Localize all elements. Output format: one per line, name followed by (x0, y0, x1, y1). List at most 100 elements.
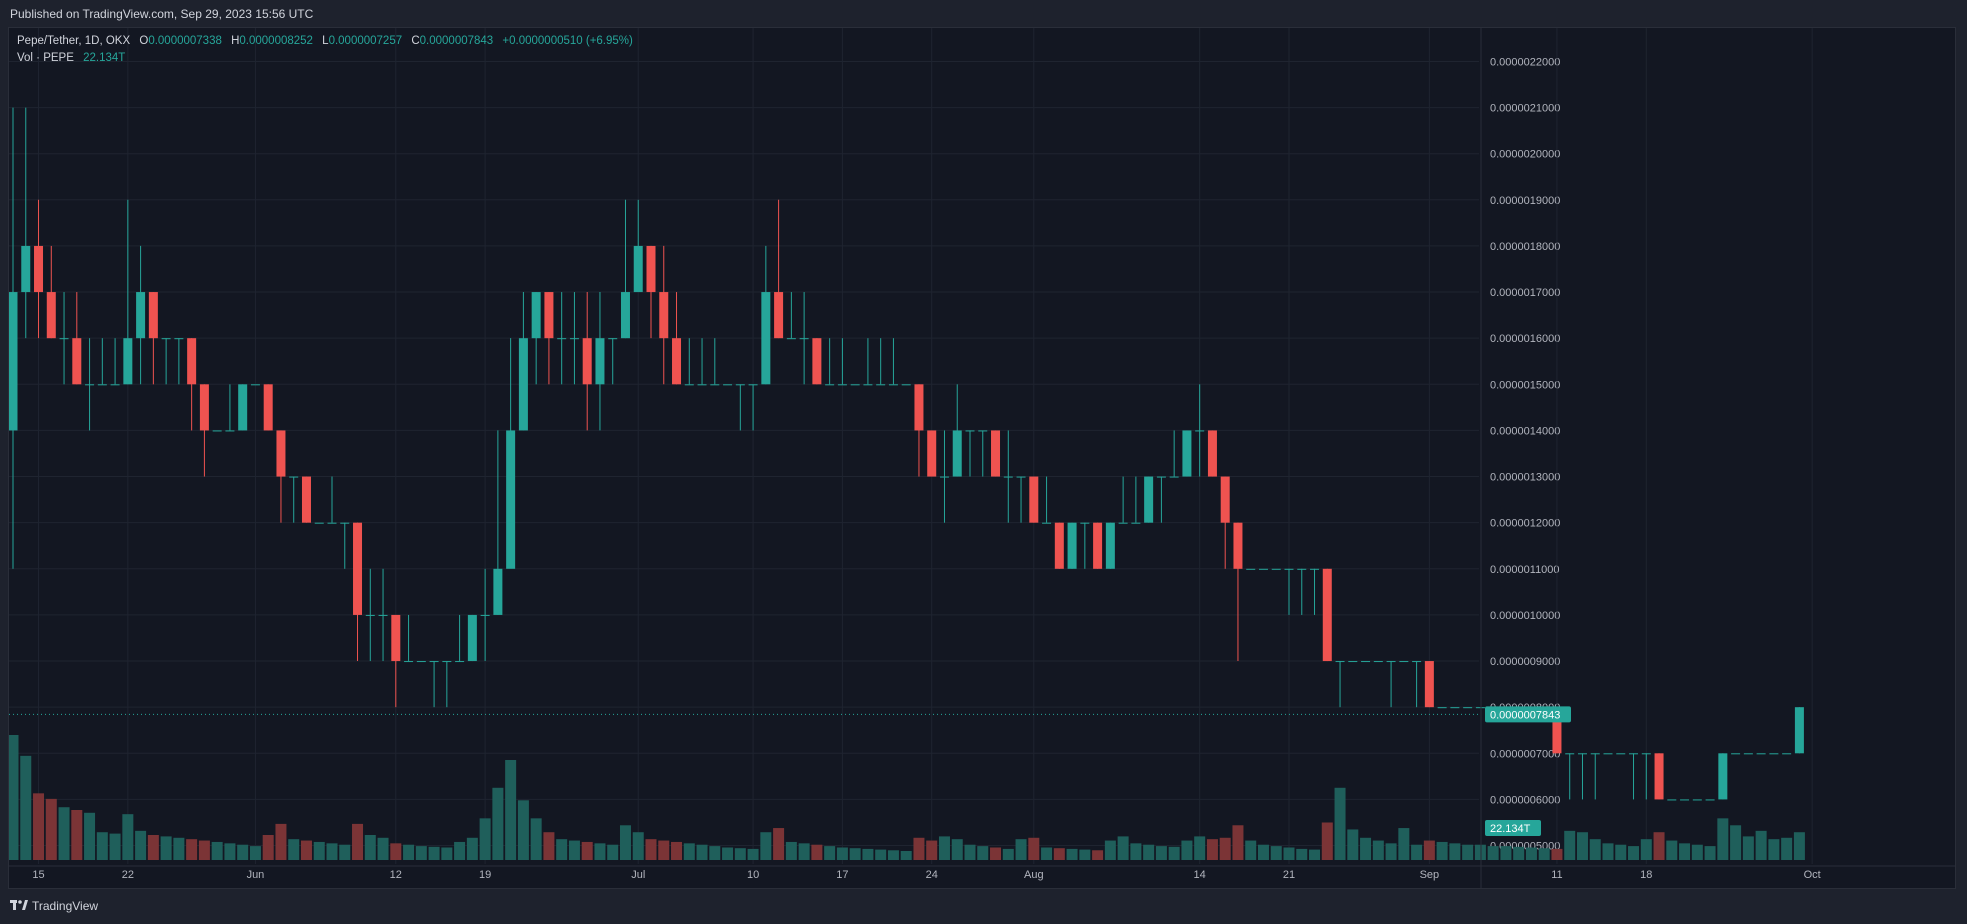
candle-body[interactable] (1042, 522, 1052, 524)
candle-body[interactable] (1054, 522, 1064, 569)
candle-body[interactable] (952, 430, 962, 477)
candle-body[interactable] (723, 384, 733, 386)
candle-body[interactable] (965, 430, 975, 432)
candle-body[interactable] (416, 661, 426, 663)
candle-body[interactable] (1016, 476, 1026, 478)
candle-body[interactable] (1105, 522, 1115, 569)
candle-body[interactable] (544, 292, 554, 339)
symbol-label[interactable]: Pepe/Tether, 1D, OKX (17, 35, 131, 47)
candle-body[interactable] (659, 292, 669, 339)
candle-body[interactable] (314, 522, 324, 524)
candle-body[interactable] (263, 384, 273, 431)
candle-body[interactable] (97, 384, 107, 386)
candle-body[interactable] (1424, 661, 1434, 708)
candle-body[interactable] (1246, 568, 1256, 570)
candle-body[interactable] (340, 522, 350, 524)
candle-body[interactable] (1641, 753, 1651, 755)
candle-body[interactable] (1705, 799, 1715, 801)
candle-body[interactable] (1361, 661, 1371, 663)
candle-body[interactable] (697, 384, 707, 386)
candle-body[interactable] (1271, 568, 1281, 570)
candle-body[interactable] (493, 568, 503, 615)
candle-body[interactable] (391, 614, 401, 662)
candle-body[interactable] (1310, 568, 1320, 570)
candle-body[interactable] (467, 614, 477, 662)
candle-body[interactable] (1731, 753, 1741, 755)
candle-body[interactable] (1718, 753, 1728, 800)
candle-body[interactable] (761, 292, 771, 385)
candle-body[interactable] (569, 338, 579, 340)
candle-body[interactable] (250, 384, 260, 386)
candle-body[interactable] (136, 292, 146, 339)
candle-body[interactable] (353, 522, 363, 615)
candle-body[interactable] (1322, 568, 1332, 662)
candle-body[interactable] (212, 430, 222, 432)
candle-body[interactable] (46, 292, 56, 339)
candle-body[interactable] (21, 245, 31, 293)
volume-label[interactable]: Vol · PEPE (17, 52, 74, 64)
candle-body[interactable] (1565, 753, 1575, 755)
candle-body[interactable] (1577, 753, 1587, 755)
candle-body[interactable] (710, 384, 720, 386)
candle-body[interactable] (1080, 522, 1090, 524)
candle-body[interactable] (1629, 753, 1639, 755)
candle-body[interactable] (1233, 522, 1243, 569)
candle-body[interactable] (429, 661, 439, 663)
candle-body[interactable] (1373, 661, 1383, 663)
candle-body[interactable] (480, 614, 490, 616)
candle-body[interactable] (1144, 476, 1154, 523)
candle-body[interactable] (774, 292, 784, 339)
candle-body[interactable] (1093, 522, 1103, 569)
candle-body[interactable] (1756, 753, 1766, 755)
candle-body[interactable] (1220, 476, 1230, 523)
candle-body[interactable] (991, 430, 1001, 477)
candle-body[interactable] (148, 292, 158, 339)
candle-body[interactable] (914, 384, 924, 431)
candle-body[interactable] (557, 338, 567, 340)
candle-body[interactable] (1616, 753, 1626, 755)
candle-body[interactable] (276, 430, 286, 477)
candle-body[interactable] (1156, 476, 1166, 478)
candle-body[interactable] (1782, 753, 1792, 755)
candle-body[interactable] (1169, 476, 1179, 478)
candle-body[interactable] (1603, 753, 1613, 755)
candle-body[interactable] (455, 661, 465, 663)
candle-body[interactable] (442, 661, 452, 663)
candle-body[interactable] (595, 338, 605, 385)
candle-body[interactable] (748, 384, 758, 386)
candle-body[interactable] (608, 338, 618, 340)
candle-body[interactable] (59, 338, 69, 340)
candle-body[interactable] (123, 338, 133, 385)
candle-body[interactable] (1692, 799, 1702, 801)
candle-body[interactable] (939, 476, 949, 478)
candle-body[interactable] (620, 292, 630, 339)
chart-frame[interactable]: 0.0000005000 0.0000006000 0.0000007000 0.00… (8, 27, 1956, 889)
candle-body[interactable] (1399, 661, 1409, 663)
candle-body[interactable] (1769, 753, 1779, 755)
candle-body[interactable] (1450, 707, 1460, 709)
candle-body[interactable] (1182, 430, 1192, 477)
candle-body[interactable] (837, 384, 847, 386)
candle-body[interactable] (901, 384, 911, 386)
candle-body[interactable] (876, 384, 886, 386)
candle-body[interactable] (812, 338, 822, 385)
candle-body[interactable] (863, 384, 873, 386)
candle-body[interactable] (1552, 707, 1562, 754)
candle-body[interactable] (1667, 799, 1677, 801)
candle-body[interactable] (888, 384, 898, 386)
candle-body[interactable] (1258, 568, 1268, 570)
candle-body[interactable] (301, 476, 311, 523)
candle-body[interactable] (978, 430, 988, 432)
candle-body[interactable] (1386, 661, 1396, 663)
candle-body[interactable] (1348, 661, 1358, 663)
candle-body[interactable] (9, 292, 18, 431)
candle-body[interactable] (238, 384, 248, 431)
candle-body[interactable] (1207, 430, 1217, 477)
candle-body[interactable] (684, 384, 694, 386)
candle-body[interactable] (850, 384, 860, 386)
candle-body[interactable] (187, 338, 197, 385)
candle-body[interactable] (672, 338, 682, 385)
candle-body[interactable] (404, 661, 414, 663)
candle-body[interactable] (1335, 661, 1345, 663)
candle-body[interactable] (1195, 430, 1205, 432)
